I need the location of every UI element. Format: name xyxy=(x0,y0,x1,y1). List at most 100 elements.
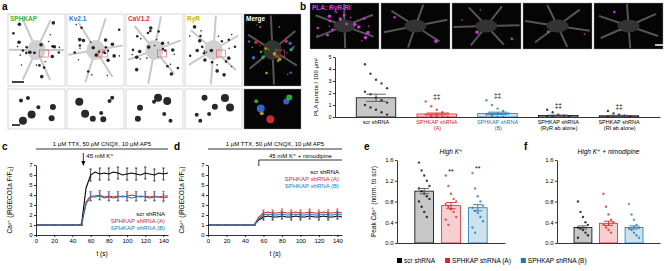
y-tick-mark xyxy=(395,160,397,161)
punctum xyxy=(132,49,135,52)
punctum xyxy=(135,116,141,122)
micrograph xyxy=(381,3,450,49)
punctum xyxy=(28,50,32,54)
y-tick-label: 0 xyxy=(328,114,331,120)
image-background xyxy=(67,89,124,129)
legend-swatch xyxy=(521,258,526,263)
zoom-box xyxy=(98,50,107,57)
y-tick: 1.6 xyxy=(385,157,397,163)
punctum xyxy=(270,119,274,123)
punctum xyxy=(286,94,292,100)
y-tick-label: 0 xyxy=(29,232,33,238)
error-bar xyxy=(327,212,329,218)
zoom-box xyxy=(157,50,166,57)
punctum xyxy=(329,20,332,23)
error-bar xyxy=(253,225,255,226)
punctum xyxy=(368,25,370,27)
x-tick: 40 xyxy=(242,235,249,244)
y-tick-mark xyxy=(395,181,397,182)
punctum xyxy=(170,72,174,76)
y-axis: 0.00.40.81.21.6 xyxy=(545,157,557,246)
punctum xyxy=(177,67,180,70)
x-tick-mark xyxy=(72,235,73,237)
micrograph xyxy=(452,3,521,49)
punctum xyxy=(266,115,274,123)
y-tick: 3 xyxy=(29,202,36,208)
error-bar xyxy=(604,221,613,225)
x-tick: 20 xyxy=(51,235,58,244)
y-tick-mark xyxy=(333,117,335,118)
y-axis-line xyxy=(335,58,336,118)
punctum xyxy=(273,52,275,54)
y-tick-label: 0.8 xyxy=(545,199,554,205)
micrograph xyxy=(594,3,663,49)
y-tick-mark xyxy=(34,175,36,176)
punctum xyxy=(119,55,121,57)
legend-label: SPHKAP shRNA (B) xyxy=(528,257,587,265)
punctum xyxy=(90,116,96,122)
punctum xyxy=(260,51,263,54)
x-tick-label: 0 xyxy=(207,238,211,244)
y-axis-title: Peak Ca²⁺ (norm. to scr) xyxy=(370,166,378,237)
bar xyxy=(574,227,592,243)
x-tick-label: 140 xyxy=(159,238,170,244)
punctum xyxy=(110,96,114,100)
zoom-box xyxy=(275,50,284,57)
y-tick-label: 3 xyxy=(201,202,205,208)
error-bar xyxy=(162,194,164,202)
data-point xyxy=(482,220,484,222)
x-tick-mark xyxy=(54,235,55,237)
y-tick-mark xyxy=(333,81,335,82)
x-tick-label: 140 xyxy=(333,238,344,244)
error-bar xyxy=(271,212,273,218)
data-point xyxy=(546,116,548,117)
error-bar xyxy=(108,168,110,180)
stimulus-label: 45 mM K⁺ xyxy=(86,153,113,159)
y-tick: 4 xyxy=(328,66,335,72)
significance: ** xyxy=(448,168,454,175)
punctum xyxy=(613,11,616,14)
data-point xyxy=(630,213,632,215)
punctum xyxy=(328,14,332,18)
error-bar xyxy=(44,225,46,226)
punctum xyxy=(547,30,550,33)
x-tick-mark xyxy=(319,235,320,237)
y-tick-mark xyxy=(206,175,208,176)
punctum xyxy=(215,69,219,73)
data-point xyxy=(428,198,430,200)
x-tick-label: 60 xyxy=(88,238,95,244)
punctum xyxy=(221,94,229,102)
y-tick-label: 0.0 xyxy=(385,240,394,246)
soma xyxy=(617,20,639,33)
data-point xyxy=(610,218,612,220)
punctum xyxy=(12,32,15,35)
punctum xyxy=(363,17,366,20)
error-bar xyxy=(108,193,110,201)
punctum xyxy=(149,26,153,30)
data-point xyxy=(375,109,377,111)
y-tick: 2 xyxy=(29,212,36,218)
y-tick-mark xyxy=(206,185,208,186)
punctum xyxy=(17,40,21,44)
y-tick-mark xyxy=(34,235,36,236)
x-tick-label: SPHKAP shRNA (A) xyxy=(416,119,457,131)
punctum xyxy=(350,17,352,19)
data-point xyxy=(546,109,548,111)
punctum xyxy=(248,40,251,43)
data-point xyxy=(610,231,612,233)
punctum xyxy=(118,29,121,32)
error-bar xyxy=(144,193,146,201)
y-tick-label: 4 xyxy=(328,66,331,72)
image-background xyxy=(126,89,183,129)
data-point xyxy=(605,226,607,228)
y-tick: 5 xyxy=(328,54,335,60)
error-bar xyxy=(216,225,218,226)
micrograph xyxy=(185,89,242,129)
legend-label: scr shRNA xyxy=(310,169,339,175)
punctum xyxy=(28,111,36,119)
y-tick-label: 1 xyxy=(328,102,331,108)
y-tick: 0.4 xyxy=(545,220,557,226)
punctum xyxy=(231,34,233,36)
data-point xyxy=(386,87,388,89)
punctum xyxy=(79,47,81,49)
